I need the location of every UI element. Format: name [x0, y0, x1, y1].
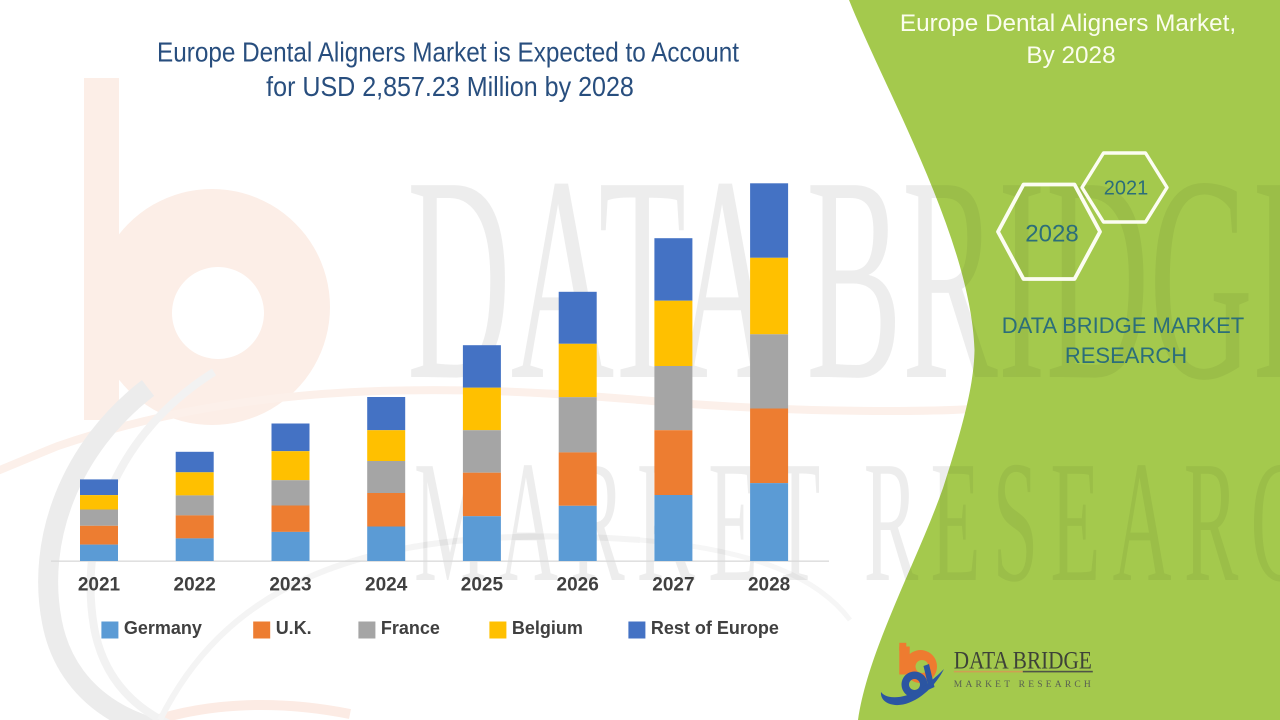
svg-text:2022: 2022: [174, 575, 216, 596]
svg-text:DATA BRIDGE: DATA BRIDGE: [954, 647, 1092, 674]
svg-text:France: France: [381, 618, 440, 638]
svg-text:2027: 2027: [652, 575, 694, 596]
svg-text:2023: 2023: [269, 575, 311, 596]
svg-text:for USD 2,857.23 Million by 20: for USD 2,857.23 Million by 2028: [266, 71, 634, 103]
svg-text:2024: 2024: [365, 575, 408, 596]
svg-text:Europe Dental Aligners Market,: Europe Dental Aligners Market,: [900, 10, 1236, 37]
svg-text:RESEARCH: RESEARCH: [1065, 343, 1187, 368]
svg-text:Europe Dental Aligners Market: Europe Dental Aligners Market is Expecte…: [157, 36, 740, 68]
svg-text:2025: 2025: [461, 575, 504, 596]
svg-text:2021: 2021: [78, 575, 121, 596]
svg-text:Germany: Germany: [124, 618, 202, 638]
svg-text:Belgium: Belgium: [512, 618, 583, 638]
svg-text:2028: 2028: [1025, 221, 1078, 248]
svg-text:DATA BRIDGE MARKET: DATA BRIDGE MARKET: [1002, 313, 1244, 338]
svg-text:By 2028: By 2028: [1026, 42, 1115, 69]
svg-text:Rest of Europe: Rest of Europe: [651, 618, 779, 638]
svg-text:2028: 2028: [748, 575, 790, 596]
svg-text:U.K.: U.K.: [276, 618, 312, 638]
svg-text:2021: 2021: [1104, 178, 1149, 200]
svg-text:MARKET RESEARCH: MARKET RESEARCH: [954, 680, 1091, 690]
svg-text:2026: 2026: [557, 575, 599, 596]
